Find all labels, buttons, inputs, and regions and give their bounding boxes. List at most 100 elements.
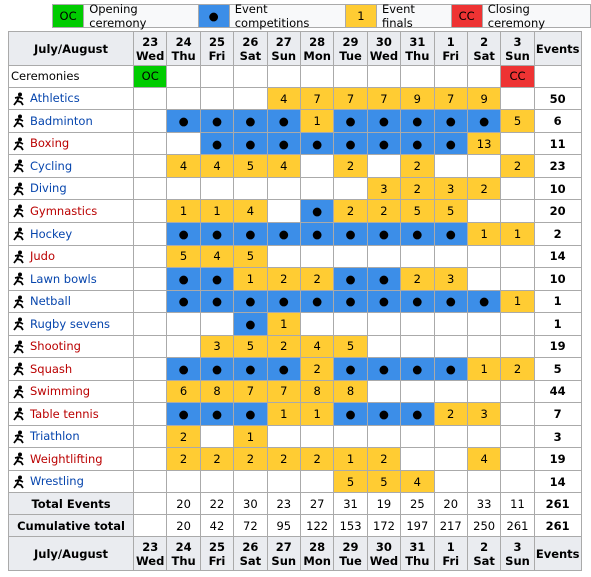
sport-row: Hockey ● ● ● ● ● ● ● ● ● 1 1 2 bbox=[8, 221, 582, 246]
day-date: 2 bbox=[480, 539, 489, 554]
day-weekday: Sat bbox=[239, 553, 262, 568]
event-cell: 7 bbox=[366, 86, 402, 111]
event-cell: 4 bbox=[299, 334, 335, 359]
day-date: 23 bbox=[142, 539, 159, 554]
event-cell: 2 bbox=[466, 176, 502, 201]
event-cell: ● bbox=[366, 109, 402, 133]
empty-cell bbox=[166, 65, 201, 88]
day-weekday: Sat bbox=[239, 48, 262, 63]
sport-link[interactable]: Weightlifting bbox=[30, 451, 103, 466]
day-date: 3 bbox=[513, 34, 522, 49]
day-date: 1 bbox=[446, 539, 455, 554]
sport-link[interactable]: Cycling bbox=[30, 158, 73, 173]
empty-cell bbox=[132, 267, 168, 291]
sport-name-cell: Lawn bowls bbox=[8, 267, 134, 291]
legend-symbol: ● bbox=[198, 5, 230, 27]
day-date: 31 bbox=[409, 34, 426, 49]
event-cell: ● bbox=[366, 402, 402, 426]
event-cell: ● bbox=[366, 357, 402, 381]
empty-cell bbox=[466, 469, 502, 494]
empty-cell bbox=[132, 176, 168, 201]
events-count: 19 bbox=[533, 334, 582, 359]
sport-link[interactable]: Swimming bbox=[30, 384, 91, 399]
sport-link[interactable]: Triathlon bbox=[30, 429, 80, 444]
sport-link[interactable]: Lawn bowls bbox=[30, 271, 97, 286]
event-cell: 2 bbox=[400, 267, 435, 291]
event-cell: 13 bbox=[466, 131, 502, 156]
sport-link[interactable]: Judo bbox=[30, 249, 56, 264]
empty-cell bbox=[132, 424, 168, 449]
empty-cell bbox=[400, 334, 435, 359]
day-header: 2 Sat bbox=[466, 31, 502, 66]
empty-cell bbox=[132, 469, 168, 494]
sport-link[interactable]: Diving bbox=[30, 181, 67, 196]
summary-cell: 250 bbox=[466, 514, 502, 537]
empty-cell bbox=[266, 469, 301, 494]
sport-icon bbox=[13, 250, 24, 264]
event-cell: ● bbox=[366, 131, 402, 156]
empty-cell bbox=[400, 379, 435, 404]
sport-link[interactable]: Shooting bbox=[30, 339, 81, 354]
event-cell: 5 bbox=[500, 109, 535, 133]
empty-cell bbox=[433, 469, 468, 494]
day-date: 28 bbox=[309, 34, 326, 49]
empty-cell bbox=[299, 176, 335, 201]
sport-name-cell: Ceremonies bbox=[8, 65, 134, 88]
sport-link[interactable]: Netball bbox=[30, 294, 71, 309]
event-cell: CC bbox=[500, 65, 535, 88]
sport-link[interactable]: Wrestling bbox=[30, 474, 84, 489]
day-date: 27 bbox=[275, 34, 292, 49]
event-cell: 7 bbox=[333, 86, 368, 111]
day-weekday: Mon bbox=[303, 553, 331, 568]
event-cell: ● bbox=[366, 221, 402, 246]
event-cell: ● bbox=[299, 289, 335, 314]
sport-name-cell: Triathlon bbox=[8, 424, 134, 449]
header-events: Events bbox=[533, 536, 582, 571]
sport-link[interactable]: Squash bbox=[30, 361, 73, 376]
event-cell: 5 bbox=[433, 199, 468, 223]
sport-link[interactable]: Gymnastics bbox=[30, 203, 98, 218]
sport-link[interactable]: Hockey bbox=[30, 226, 73, 241]
empty-cell bbox=[466, 267, 502, 291]
empty-cell bbox=[299, 244, 335, 269]
event-cell: 2 bbox=[366, 199, 402, 223]
sport-link[interactable]: Boxing bbox=[30, 136, 70, 151]
sport-icon bbox=[13, 385, 24, 399]
event-cell: 6 bbox=[166, 379, 201, 404]
summary-cell: 22 bbox=[199, 492, 235, 516]
sport-name-cell: Badminton bbox=[8, 109, 134, 133]
summary-cell: 197 bbox=[400, 514, 435, 537]
legend-symbol: CC bbox=[451, 5, 483, 27]
empty-cell bbox=[266, 176, 301, 201]
event-cell: ● bbox=[333, 267, 368, 291]
events-count: 50 bbox=[533, 86, 582, 111]
events-count: 10 bbox=[533, 267, 582, 291]
sport-icon bbox=[13, 227, 24, 241]
sport-row: Rugby sevens ● 1 1 bbox=[8, 312, 582, 336]
day-date: 29 bbox=[342, 34, 359, 49]
day-weekday: Fri bbox=[442, 48, 460, 63]
sport-link[interactable]: Rugby sevens bbox=[30, 316, 111, 331]
event-cell: ● bbox=[166, 289, 201, 314]
sport-icon bbox=[13, 475, 24, 489]
sport-row: Shooting 3 5 2 4 5 19 bbox=[8, 334, 582, 359]
empty-cell bbox=[433, 312, 468, 336]
sport-link[interactable]: Table tennis bbox=[30, 406, 99, 421]
event-cell: 5 bbox=[233, 244, 268, 269]
summary-cell: 153 bbox=[333, 514, 368, 537]
day-date: 28 bbox=[309, 539, 326, 554]
sport-icon bbox=[13, 317, 24, 331]
event-cell: ● bbox=[166, 402, 201, 426]
day-weekday: Wed bbox=[369, 553, 399, 568]
events-count: 2 bbox=[533, 221, 582, 246]
event-cell: ● bbox=[299, 131, 335, 156]
sport-link[interactable]: Badminton bbox=[30, 113, 93, 128]
event-cell: 1 bbox=[299, 109, 335, 133]
sport-link[interactable]: Athletics bbox=[30, 91, 80, 106]
event-cell: 2 bbox=[266, 447, 301, 471]
event-cell: 9 bbox=[400, 86, 435, 111]
event-cell: ● bbox=[266, 131, 301, 156]
day-weekday: Sat bbox=[473, 48, 495, 63]
day-date: 30 bbox=[375, 539, 392, 554]
empty-cell bbox=[500, 424, 535, 449]
